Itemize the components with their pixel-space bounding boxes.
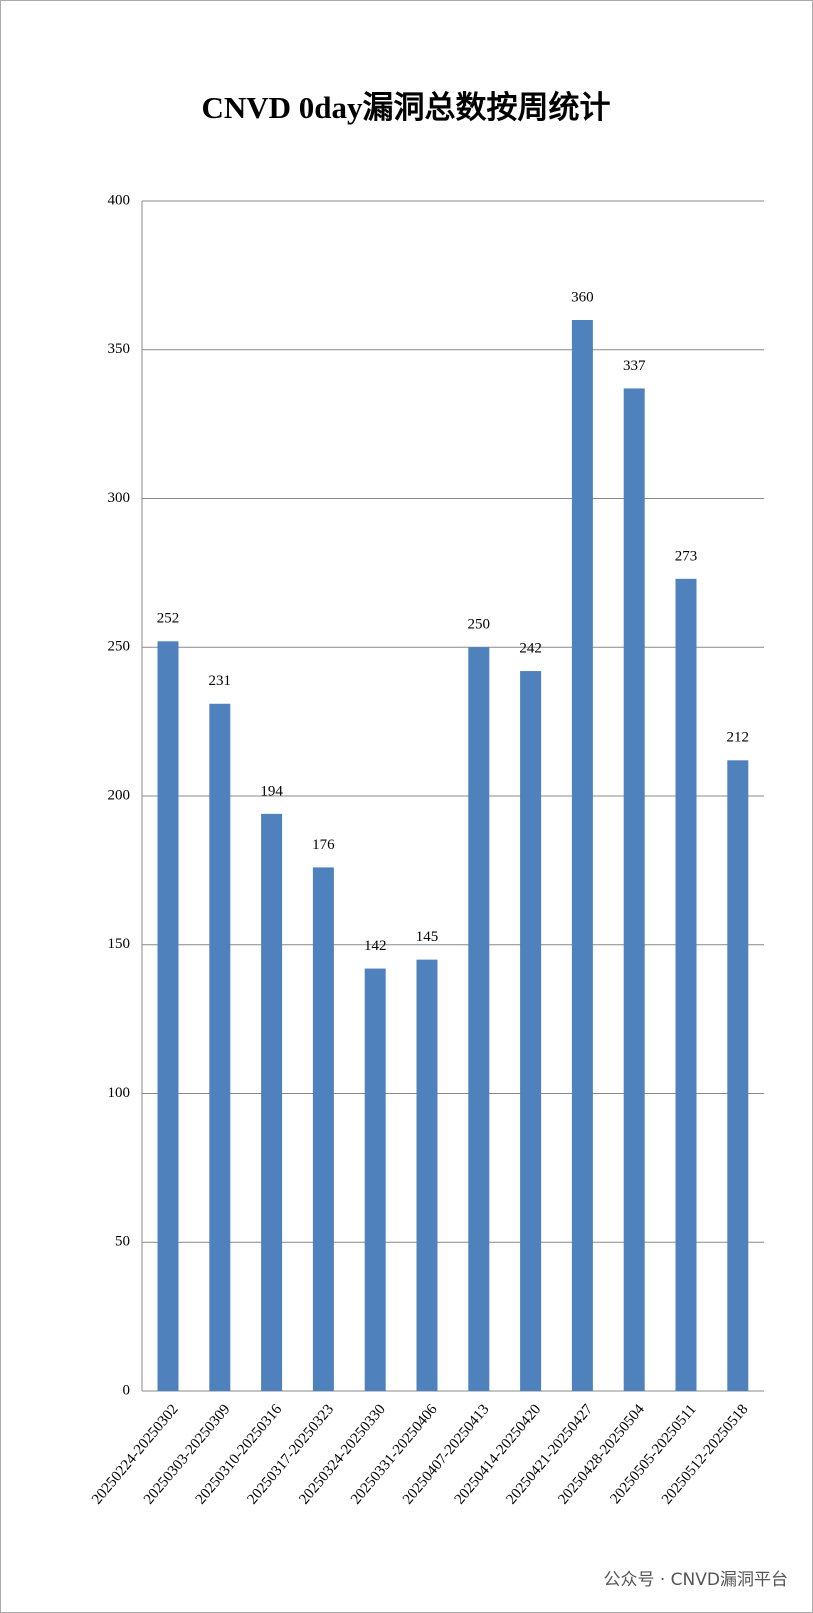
chart-title: CNVD 0day漏洞总数按周统计 (201, 90, 610, 125)
bar (209, 703, 231, 1391)
bar (468, 647, 490, 1391)
data-label: 360 (571, 289, 594, 305)
data-label: 252 (157, 611, 180, 627)
bar (312, 867, 334, 1391)
bar (261, 813, 283, 1391)
bar (675, 578, 697, 1391)
data-label: 145 (416, 929, 439, 945)
bar (157, 641, 179, 1391)
y-tick-label: 200 (108, 787, 131, 803)
y-tick-label: 400 (108, 192, 131, 208)
data-label: 212 (727, 730, 750, 746)
bar (416, 959, 438, 1391)
data-label: 337 (623, 358, 646, 374)
data-label: 242 (519, 640, 542, 656)
data-label: 194 (260, 783, 283, 799)
y-tick-label: 350 (108, 341, 131, 357)
data-label: 273 (675, 548, 698, 564)
data-label: 176 (312, 837, 335, 853)
data-label: 250 (468, 617, 491, 633)
watermark: 公众号 · CNVD漏洞平台 (603, 1570, 788, 1590)
bar (520, 671, 542, 1391)
y-tick-label: 100 (108, 1085, 131, 1101)
bar (727, 760, 749, 1391)
bar (364, 968, 386, 1391)
bar (623, 388, 645, 1391)
data-label: 142 (364, 938, 387, 954)
y-tick-label: 50 (115, 1234, 130, 1250)
y-tick-label: 300 (108, 490, 131, 506)
bar (571, 320, 593, 1391)
data-label: 231 (209, 673, 232, 689)
y-tick-label: 250 (108, 639, 131, 655)
y-tick-label: 0 (123, 1382, 131, 1398)
y-tick-label: 150 (108, 936, 131, 952)
